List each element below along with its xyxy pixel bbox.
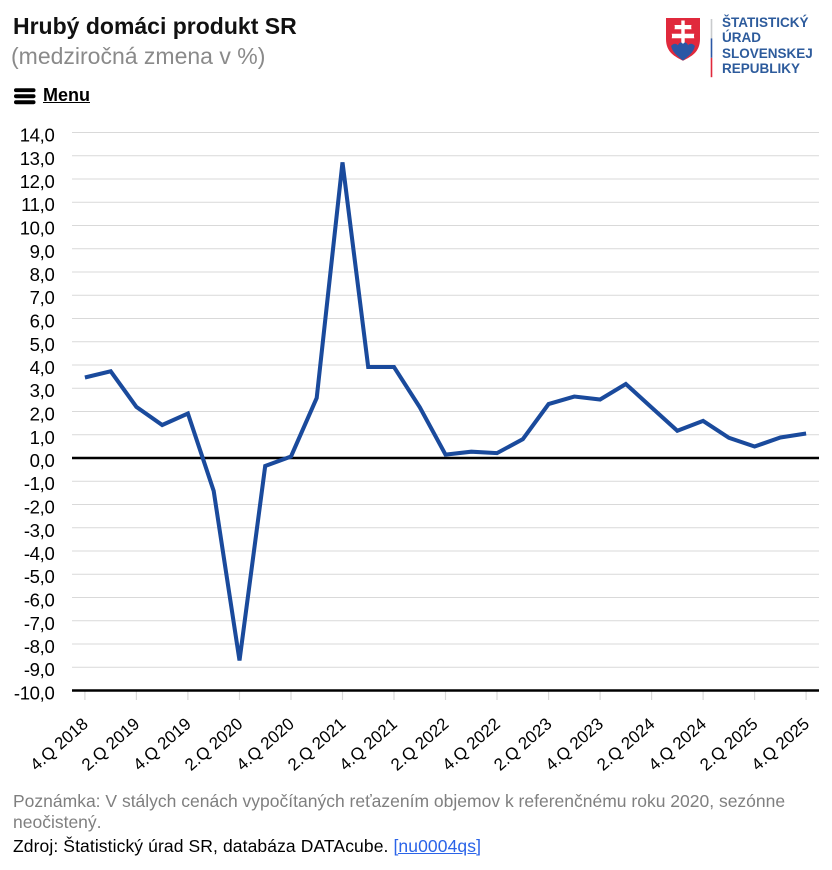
svg-text:6,0: 6,0: [30, 311, 55, 332]
svg-text:-1,0: -1,0: [24, 473, 55, 494]
svg-text:-10,0: -10,0: [14, 683, 55, 704]
svg-text:9,0: 9,0: [30, 241, 55, 262]
svg-text:-6,0: -6,0: [24, 590, 55, 611]
svg-text:7,0: 7,0: [30, 287, 55, 308]
svg-text:-9,0: -9,0: [24, 659, 55, 680]
svg-text:10,0: 10,0: [20, 218, 55, 239]
svg-text:14,0: 14,0: [20, 125, 55, 146]
svg-text:4,0: 4,0: [30, 357, 55, 378]
svg-text:-5,0: -5,0: [24, 566, 55, 587]
svg-text:1,0: 1,0: [30, 427, 55, 448]
svg-text:-4,0: -4,0: [24, 543, 55, 564]
svg-text:12,0: 12,0: [20, 171, 55, 192]
svg-text:-8,0: -8,0: [24, 636, 55, 657]
svg-text:-7,0: -7,0: [24, 613, 55, 634]
svg-text:-2,0: -2,0: [24, 497, 55, 518]
svg-text:0,0: 0,0: [30, 450, 55, 471]
svg-text:4.Q 2025: 4.Q 2025: [748, 714, 813, 774]
svg-text:11,0: 11,0: [21, 194, 54, 215]
svg-text:13,0: 13,0: [20, 148, 55, 169]
svg-text:2,0: 2,0: [30, 404, 55, 425]
svg-text:3,0: 3,0: [30, 380, 55, 401]
svg-text:-3,0: -3,0: [24, 520, 55, 541]
svg-text:8,0: 8,0: [30, 264, 55, 285]
svg-text:5,0: 5,0: [30, 334, 55, 355]
